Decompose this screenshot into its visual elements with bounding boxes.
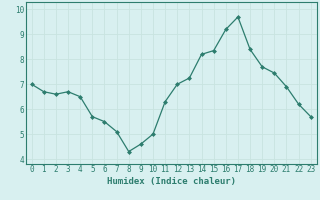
X-axis label: Humidex (Indice chaleur): Humidex (Indice chaleur) — [107, 177, 236, 186]
